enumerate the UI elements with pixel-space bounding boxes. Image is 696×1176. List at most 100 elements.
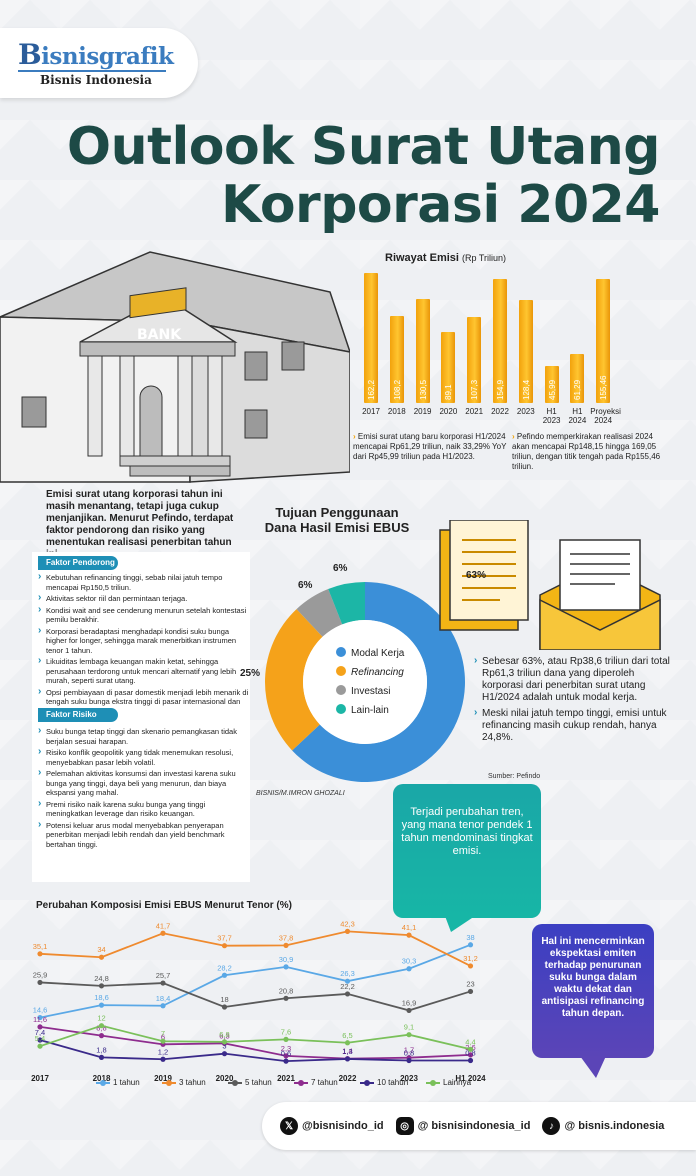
faktor-pendorong-item: Likuiditas lembaga keuangan makin ketat,…	[38, 656, 250, 686]
bar	[467, 317, 482, 403]
line-point	[467, 963, 474, 969]
donut-note-1: Sebesar 63%, atau Rp38,6 triliun dari to…	[474, 655, 670, 704]
callout-ekspektasi-tail	[580, 1056, 606, 1078]
bar-category-label: 2019	[413, 407, 432, 416]
donut-percent-label: 25%	[240, 668, 261, 679]
line-value-label: 23	[466, 979, 474, 988]
line-point	[221, 1051, 228, 1057]
line-point	[406, 1007, 412, 1014]
bar-value-label: 61,29	[573, 379, 583, 400]
line-chart: 14,6 18,6 18,4 28,2 30,9 26,3 30,3 38 35,1 34 41,7…	[31, 919, 486, 1083]
line-point	[37, 979, 43, 986]
line-value-label: 6	[161, 1032, 165, 1041]
faktor-pendorong-item: Korporasi beradaptasi menghadapi kondisi…	[38, 626, 250, 656]
line-point	[406, 966, 412, 972]
line-series-Lainnya	[39, 1024, 471, 1051]
legend-swatch	[336, 704, 346, 714]
line-point	[37, 1024, 43, 1030]
line-point	[406, 932, 412, 938]
faktor-pendorong-item: Aktivitas sektor riil dan permintaan ter…	[38, 593, 250, 604]
line-category-label: 2021	[277, 1074, 295, 1083]
line-value-label: 30,9	[279, 955, 294, 964]
donut-percent-label: 6%	[298, 580, 313, 591]
bar-category-label: 2021	[465, 407, 484, 416]
line-value-label: 38	[466, 933, 474, 942]
line-point	[98, 1054, 105, 1060]
line-value-label: 1,2	[158, 1047, 168, 1056]
line-category-label: H1 2024	[455, 1074, 486, 1083]
line-series-10-tahun	[39, 1039, 471, 1063]
title-line-2: Korporasi 2024	[220, 175, 661, 235]
line-point	[467, 988, 474, 995]
line-legend-label: 1 tahun	[113, 1078, 140, 1087]
line-value-label: 0,8	[465, 1049, 475, 1058]
line-legend-swatch-dot	[166, 1080, 172, 1086]
line-point	[221, 1039, 228, 1045]
faktor-risiko-list: Suku bunga tetap tinggi dan skenario pem…	[38, 726, 250, 851]
line-value-label: 0,8	[404, 1049, 414, 1058]
bar-category-label: 2022	[491, 407, 509, 416]
legend-swatch	[336, 666, 346, 676]
line-value-label: 5,4	[35, 1034, 45, 1043]
line-point	[344, 1040, 351, 1046]
line-point	[37, 1043, 43, 1049]
legend-label: Investasi	[351, 686, 391, 697]
bar-value-label: 108,2	[392, 379, 402, 400]
line-value-label: 16,9	[402, 998, 417, 1007]
line-value-label: 0,6	[281, 1049, 291, 1058]
bar-value-label: 162,2	[367, 379, 376, 400]
line-series-7-tahun	[39, 1026, 471, 1060]
line-series-1-tahun	[39, 943, 471, 1019]
line-series-3-tahun	[39, 930, 471, 967]
line-value-label: 12	[97, 1014, 105, 1023]
line-series-5-tahun	[39, 981, 471, 1012]
faktor-risiko-item: Suku bunga tetap tinggi dan skenario pem…	[38, 726, 250, 746]
bar-value-label: 155,46	[599, 375, 609, 400]
line-point	[98, 1023, 105, 1029]
line-point	[98, 954, 105, 960]
line-value-label: 3	[222, 1042, 226, 1051]
social-tiktok[interactable]: ♪ @ bisnis.indonesia	[542, 1117, 664, 1135]
bar-chart: 162,2 2017 108,2 2018 130,5 2019 89,1 2020 107,3…	[360, 255, 625, 425]
title-line-1: Outlook Surat Utang	[66, 117, 661, 177]
faktor-risiko-label: Faktor Risiko	[38, 708, 118, 722]
social-instagram[interactable]: ◎ @ bisnisindonesia_id	[395, 1117, 530, 1135]
line-point	[160, 930, 166, 936]
line-point	[344, 1056, 351, 1062]
callout-tren: Terjadi perubahan tren, yang mana tenor …	[393, 784, 541, 918]
illustration-credit: BISNIS/M.IMRON GHOZALI	[256, 790, 345, 797]
line-value-label: 4,4	[465, 1037, 475, 1046]
line-point	[406, 1032, 412, 1038]
line-legend-swatch-dot	[232, 1080, 238, 1086]
line-value-label: 6,8	[219, 1030, 229, 1039]
donut-slice-lain-lain	[328, 582, 365, 625]
legend-label: Modal Kerja	[351, 648, 405, 659]
intro-text: Emisi surat utang korporasi tahun ini ma…	[46, 489, 234, 560]
source-note: Sumber: Pefindo	[488, 773, 541, 780]
line-point	[283, 1058, 289, 1064]
bar-value-label: 45,99	[547, 379, 557, 400]
line-value-label: 42,3	[340, 919, 355, 928]
line-point	[406, 1057, 412, 1064]
line-value-label: 24,8	[94, 974, 109, 983]
donut-legend-item: Refinancing	[336, 666, 404, 678]
faktor-risiko-item: Pelemahan aktivitas konsumsi dan investa…	[38, 768, 250, 798]
social-x[interactable]: 𝕏 @bisnisindo_id	[280, 1117, 384, 1135]
line-legend-label: 5 tahun	[245, 1078, 272, 1087]
bar	[364, 273, 378, 403]
bar	[570, 353, 585, 403]
bar-category-label: 2023	[516, 407, 535, 416]
logo-subtitle: Bisnis Indonesia	[40, 73, 152, 87]
line-point	[344, 978, 351, 984]
line-value-label: 11,6	[33, 1015, 47, 1024]
line-point	[467, 942, 474, 948]
bar-value-label: 154,9	[496, 379, 505, 400]
faktor-risiko-item: Risiko konflik geopolitik yang tidak men…	[38, 747, 250, 767]
legend-label: Lain-lain	[351, 705, 389, 716]
bar-category-label: 2020	[439, 407, 458, 416]
donut-notes: Sebesar 63%, atau Rp38,6 triliun dari to…	[474, 655, 670, 748]
bar-category-label: Proyeksi 2024	[590, 407, 621, 425]
line-legend-label: Lainnya	[443, 1078, 472, 1087]
bank-sign: BANK	[137, 327, 182, 343]
line-point	[467, 1046, 474, 1052]
